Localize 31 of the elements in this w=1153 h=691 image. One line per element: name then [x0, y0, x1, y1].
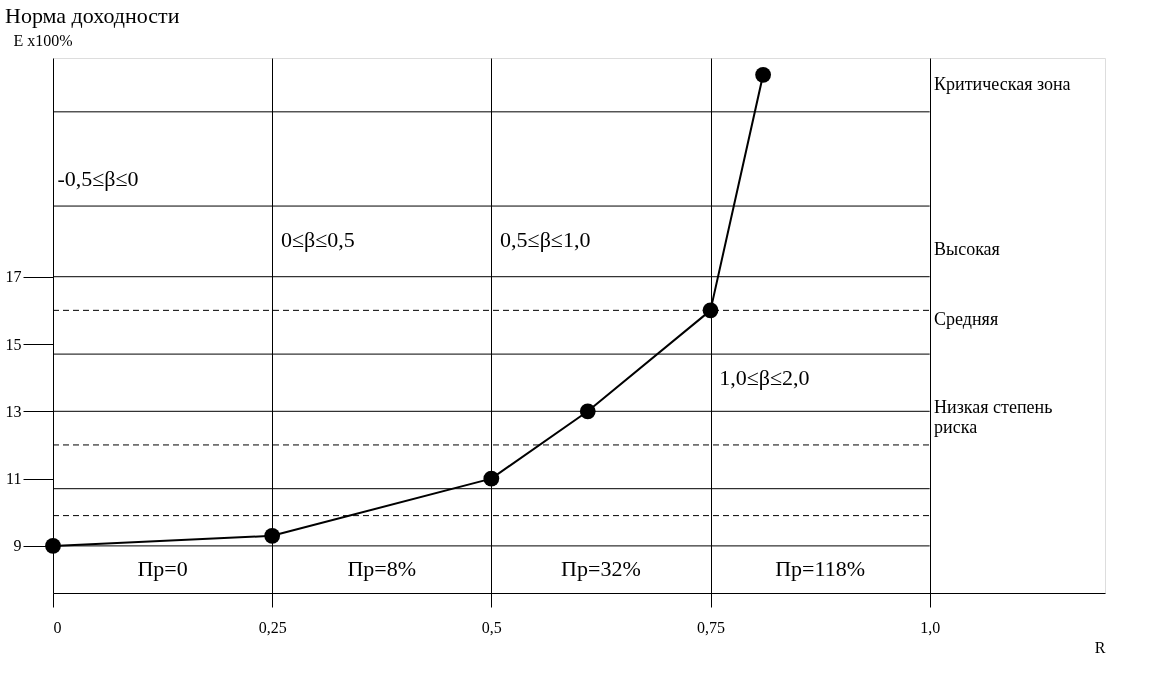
annotation: Высокая	[934, 238, 1000, 259]
x-tick-label: 0,75	[697, 618, 725, 636]
annotation: Низкая степень риска	[934, 396, 1053, 437]
y-tick-label: 17	[5, 268, 22, 286]
annotation: Средняя	[934, 309, 999, 330]
chart-title: Норма доходности	[5, 3, 180, 28]
annotation: Пр=118%	[775, 556, 865, 582]
point	[755, 66, 772, 83]
point	[264, 527, 281, 544]
annotation: 1,0≤β≤2,0	[719, 364, 810, 390]
annotation: Пр=8%	[347, 556, 417, 582]
point	[45, 538, 61, 554]
x-tick-label: 0	[53, 618, 62, 636]
x-axis-title: R	[1094, 638, 1106, 656]
y-axis-title: E x100%	[13, 31, 73, 49]
y-tick-label: 11	[6, 470, 22, 488]
point	[483, 470, 500, 487]
annotation: -0,5≤β≤0	[57, 166, 139, 192]
y-tick-label: 15	[5, 335, 22, 353]
point	[702, 302, 719, 319]
y-tick-label: 13	[5, 402, 22, 420]
annotation: 0,5≤β≤1,0	[500, 226, 591, 252]
x-tick-label: 0,5	[481, 618, 502, 636]
annotation: Пр=32%	[561, 556, 641, 582]
point	[579, 403, 596, 420]
annotation: Критическая зона	[934, 73, 1071, 94]
x-tick-label: 1,0	[920, 618, 941, 636]
x-tick-label: 0,25	[258, 618, 287, 636]
annotation: 0≤β≤0,5	[280, 226, 355, 252]
y-tick-label: 9	[13, 537, 22, 555]
annotation: Пр=0	[137, 556, 188, 582]
